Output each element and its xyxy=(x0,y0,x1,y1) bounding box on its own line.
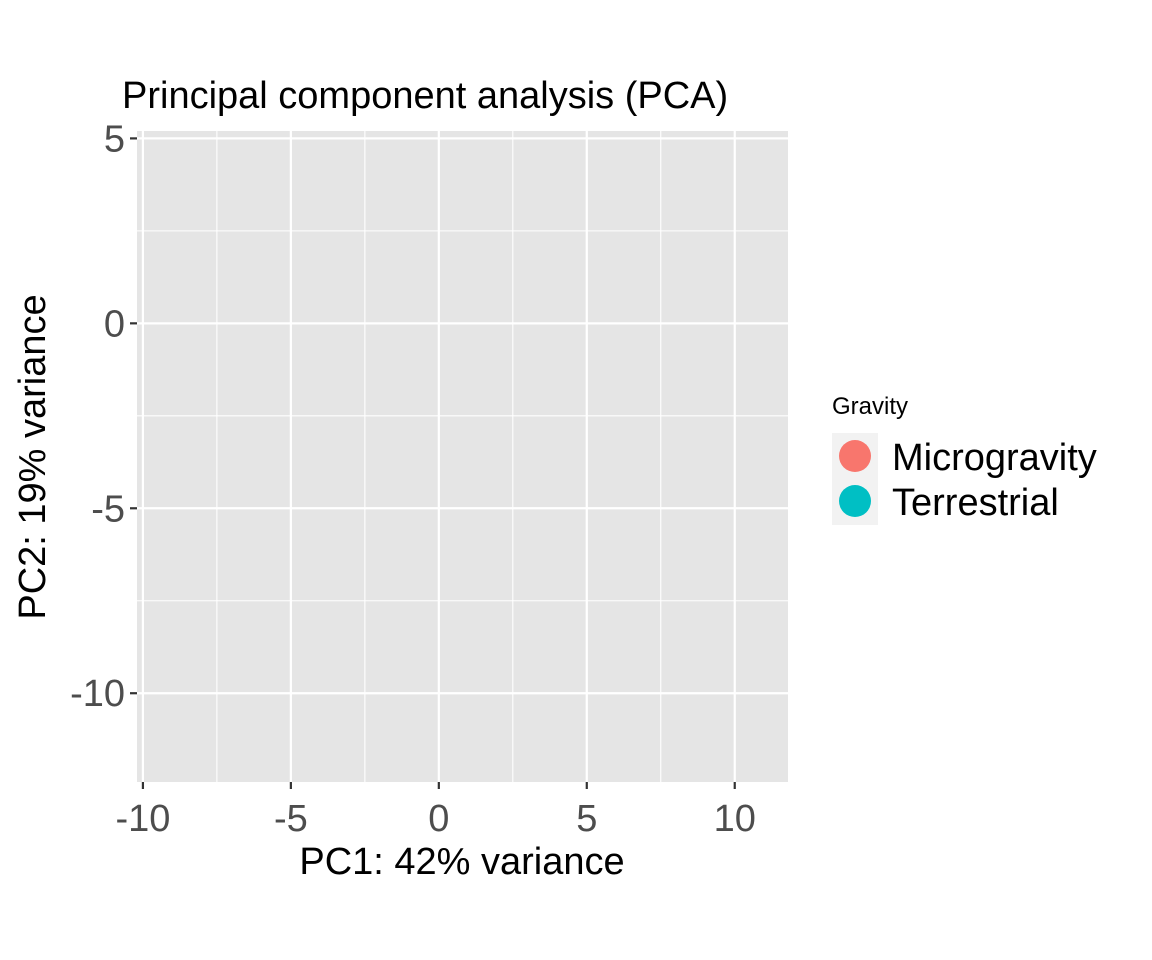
major-gridlines xyxy=(137,131,788,782)
y-tick-label: 5 xyxy=(104,118,125,160)
y-axis-label: PC2: 19% variance xyxy=(12,294,54,619)
y-tick-label: -10 xyxy=(70,673,125,715)
legend: Gravity Microgravity Terrestrial xyxy=(832,393,1097,525)
legend-key-microgravity xyxy=(839,440,871,472)
minor-gridlines xyxy=(137,131,788,782)
x-tick-label: -5 xyxy=(274,798,308,840)
x-tick-label: 0 xyxy=(428,798,449,840)
x-axis-label: PC1: 42% variance xyxy=(299,841,624,883)
legend-label-microgravity: Microgravity xyxy=(892,437,1097,479)
x-tick-label: 5 xyxy=(576,798,597,840)
plot-panel xyxy=(137,131,788,782)
y-tick-label: -5 xyxy=(91,488,125,530)
chart-title: Principal component analysis (PCA) xyxy=(122,75,728,117)
y-axis-ticks: 5 0 -5 -10 xyxy=(70,118,137,715)
legend-label-terrestrial: Terrestrial xyxy=(892,482,1059,524)
y-tick-label: 0 xyxy=(104,303,125,345)
legend-title: Gravity xyxy=(832,393,908,420)
x-axis-ticks: -10 -5 0 5 10 xyxy=(115,782,756,840)
legend-key-terrestrial xyxy=(839,485,871,517)
x-tick-label: 10 xyxy=(714,798,756,840)
x-tick-label: -10 xyxy=(115,798,170,840)
